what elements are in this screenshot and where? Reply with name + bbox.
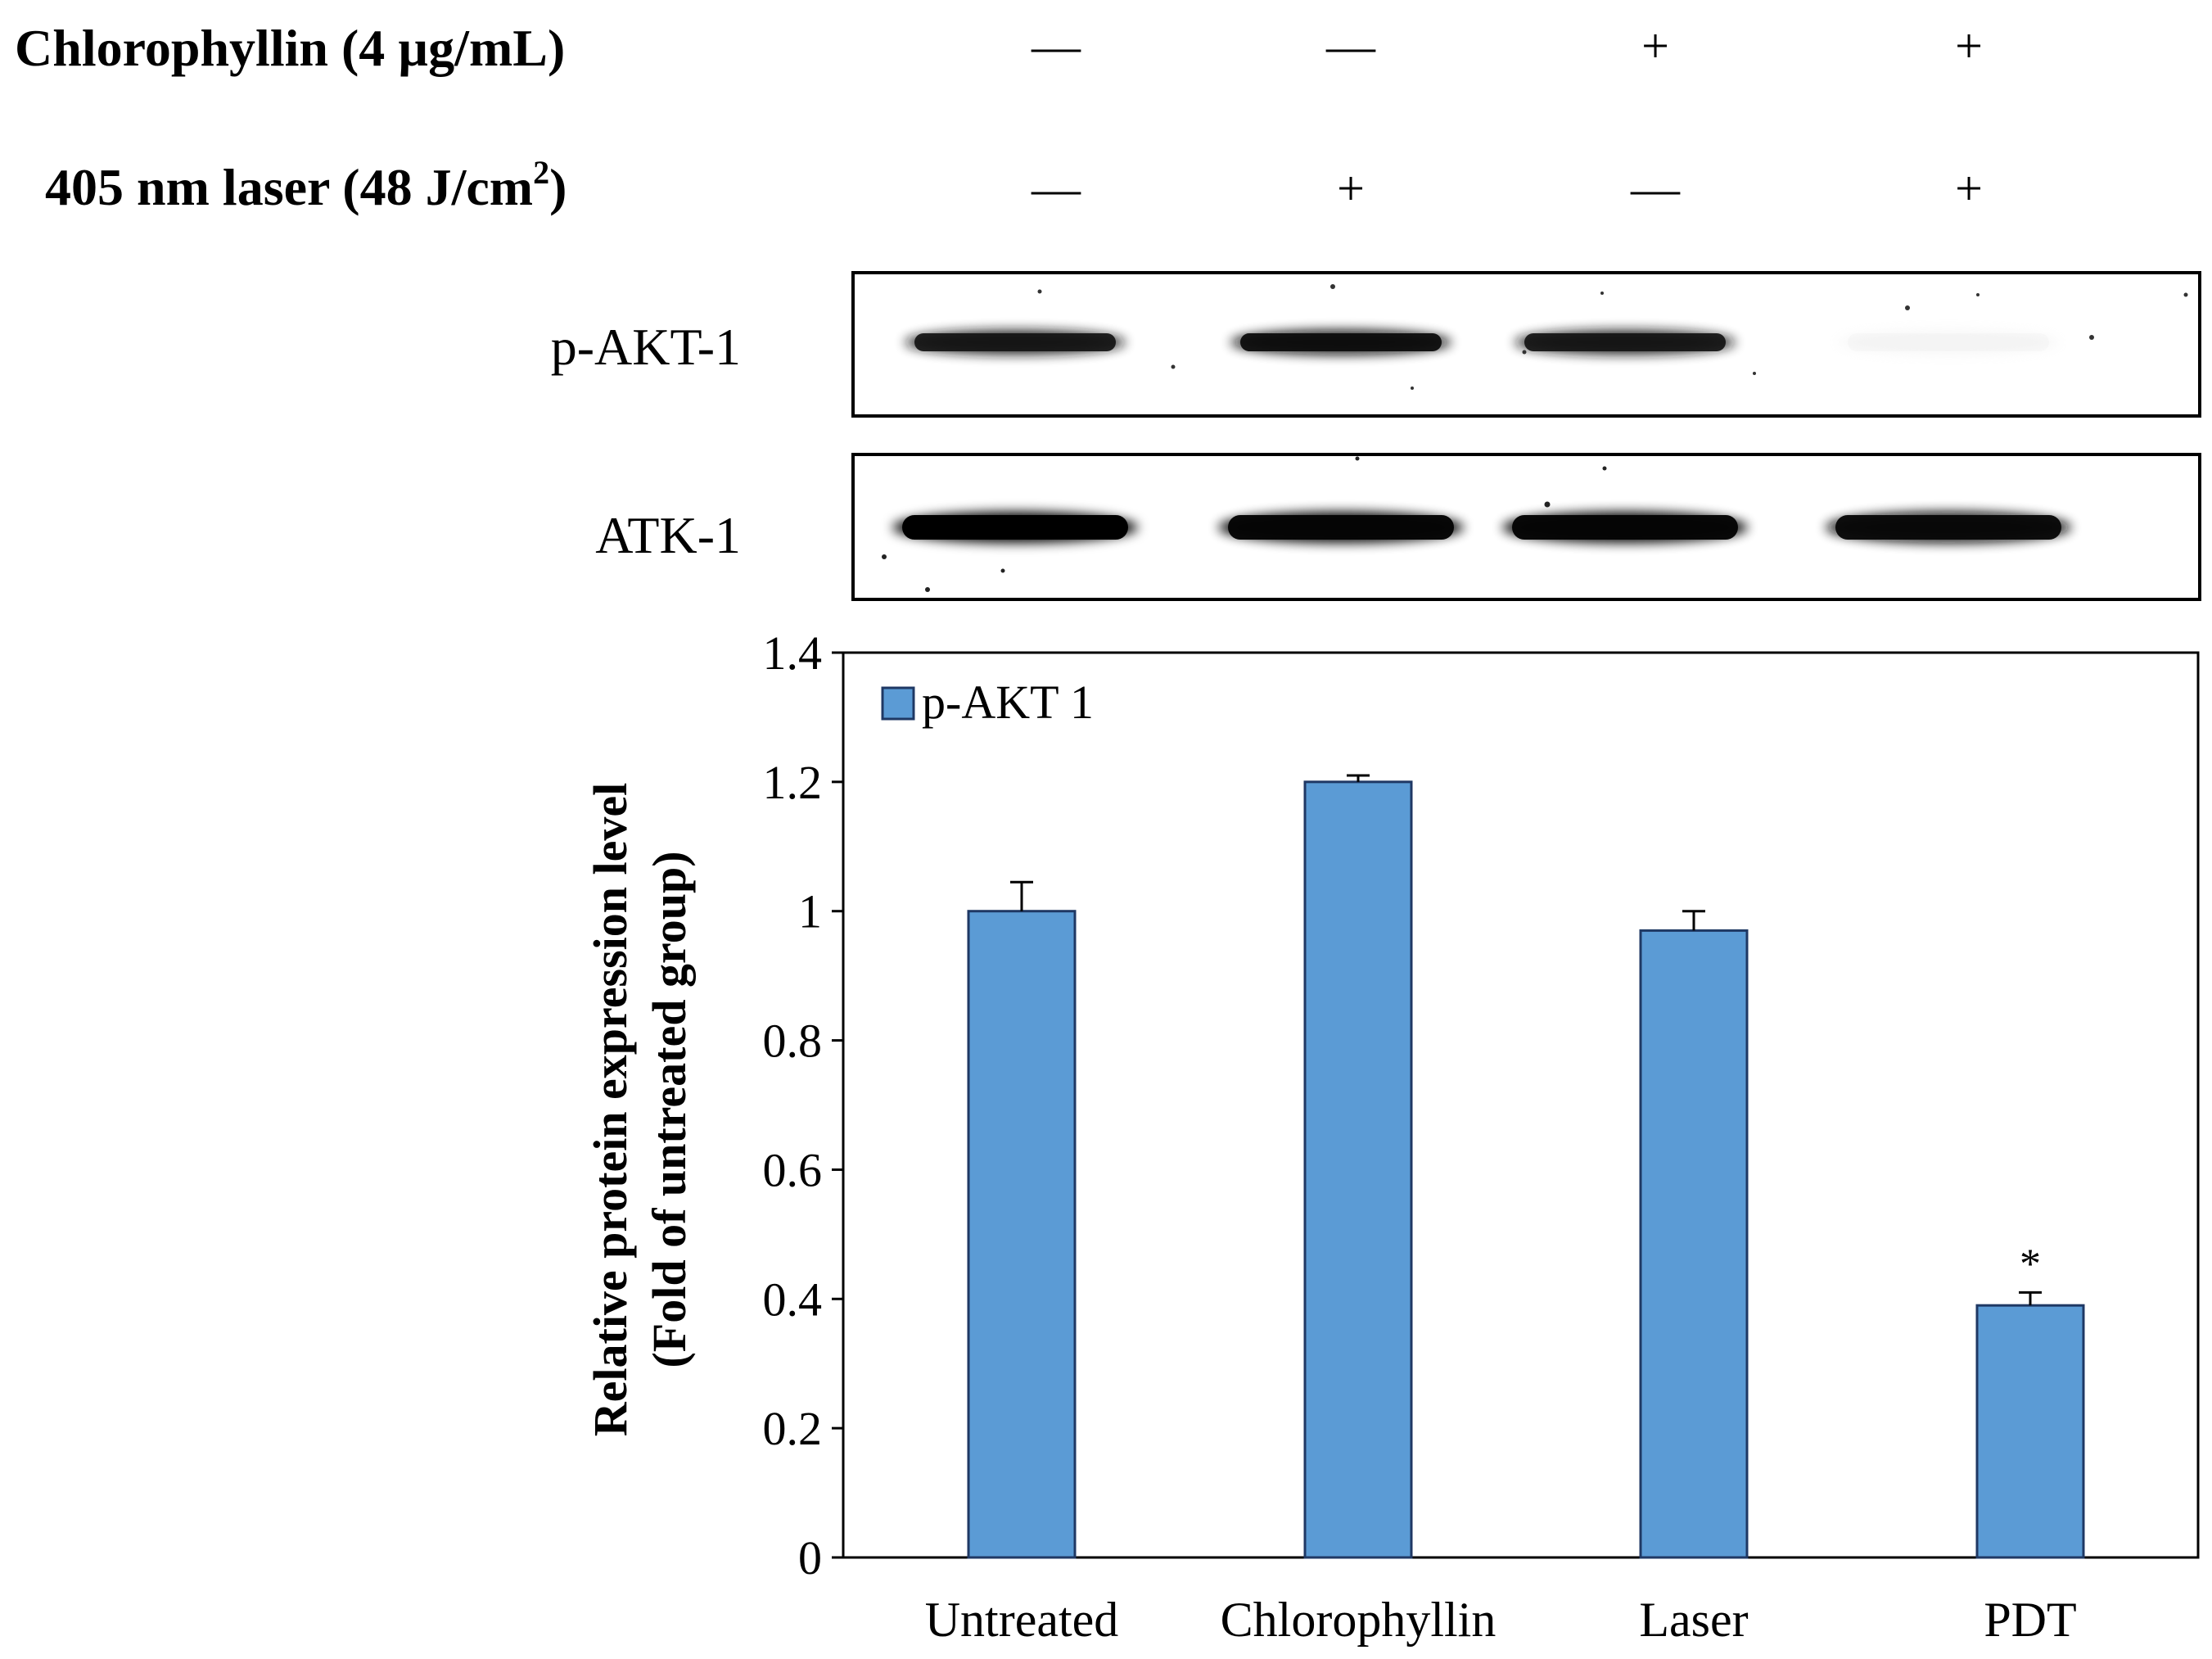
blot-bands-atk1 xyxy=(892,512,2071,543)
bar-chart: 0 0.2 0.4 0.6 0.8 1 1.2 1.4 * Untreated Chloroph… xyxy=(584,626,2200,1647)
significance-marker: * xyxy=(2020,1241,2041,1287)
y-tick-label: 0.6 xyxy=(763,1143,823,1196)
x-tick-label: Chlorophyllin xyxy=(1221,1593,1496,1647)
blot-band-core-pakt1-lane3 xyxy=(1524,333,1726,351)
y-tick-label: 1.2 xyxy=(763,756,823,809)
sign-row1-lane3: + xyxy=(1641,19,1669,73)
legend-label: p-AKT 1 xyxy=(922,676,1094,729)
y-axis-ticks: 0 0.2 0.4 0.6 0.8 1 1.2 1.4 xyxy=(763,626,843,1584)
sign-row1-lane2: — xyxy=(1325,19,1376,73)
bar-laser xyxy=(1639,929,1749,1559)
treatment-label-laser: 405 nm laser (48 J/cm2) xyxy=(45,154,567,216)
blot-bands-pakt1 xyxy=(905,330,2059,355)
x-axis-labels: Untreated Chlorophyllin Laser PDT xyxy=(925,1593,2077,1647)
y-tick-label: 0.8 xyxy=(763,1015,823,1068)
blot-band-core-pakt1-lane2 xyxy=(1240,333,1442,351)
treatment-label-chlorophyllin: Chlorophyllin (4 µg/mL) xyxy=(15,19,565,77)
sign-row2-lane2: + xyxy=(1337,161,1365,215)
sign-row2-lane1: — xyxy=(1031,161,1081,215)
legend-swatch xyxy=(881,686,915,721)
x-tick-label: Laser xyxy=(1639,1593,1748,1647)
y-tick-label: 0.2 xyxy=(763,1402,823,1455)
bar-pdt xyxy=(1975,1304,2085,1559)
y-tick-label: 0 xyxy=(798,1531,822,1584)
blot-band-core-pakt1-lane1 xyxy=(914,333,1116,351)
sign-row2-lane3: — xyxy=(1630,161,1681,215)
blot-band-core-atk1-lane4 xyxy=(1835,515,2061,540)
sign-row1-lane1: — xyxy=(1031,19,1081,73)
y-axis-title-line2: (Fold of untreated group) xyxy=(643,851,696,1367)
bar-untreated xyxy=(967,910,1077,1559)
blot-band-core-atk1-lane2 xyxy=(1228,515,1454,540)
blot-band-core-pakt1-lane4 xyxy=(1848,333,2049,351)
sign-row2-lane4: + xyxy=(1955,161,1983,215)
y-axis-title-line1: Relative protein expression level xyxy=(584,783,637,1436)
y-tick-label: 1.4 xyxy=(763,626,823,680)
blot-band-core-atk1-lane1 xyxy=(902,515,1128,540)
y-tick-label: 1 xyxy=(798,885,822,938)
blot-label-atk1: ATK-1 xyxy=(595,506,741,564)
x-tick-label: Untreated xyxy=(925,1593,1119,1647)
blot-specks-atk1 xyxy=(882,456,1607,592)
bars: * xyxy=(967,774,2085,1559)
sign-row1-lane4: + xyxy=(1955,19,1983,73)
blot-band-core-atk1-lane3 xyxy=(1512,515,1738,540)
blot-band-pakt1-lane4 xyxy=(1838,330,2059,355)
blot-label-pakt1: p-AKT-1 xyxy=(551,318,741,376)
bar-chlorophyllin xyxy=(1303,780,1413,1559)
y-tick-label: 0.4 xyxy=(763,1273,823,1326)
blot-specks-pakt1 xyxy=(1037,284,2188,390)
x-tick-label: PDT xyxy=(1984,1593,2076,1647)
